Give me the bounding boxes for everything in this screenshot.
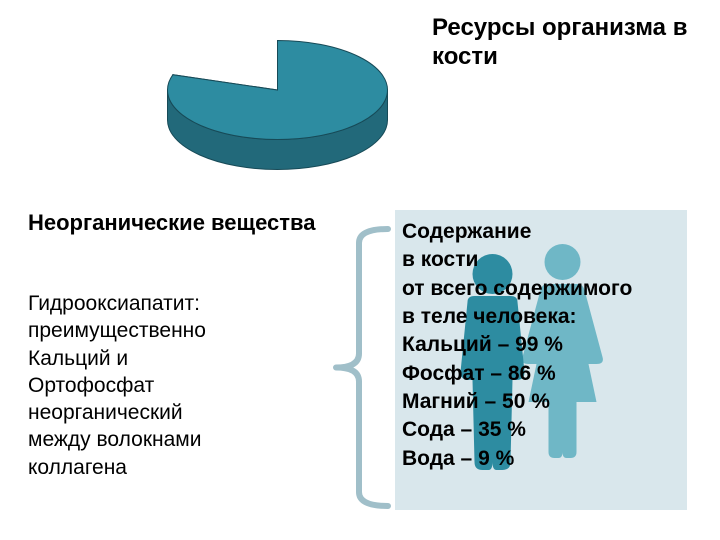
brace-icon [332,225,392,510]
pie-chart [160,15,395,185]
pie-group [168,41,388,170]
pie-svg [160,15,395,185]
left-body: Гидрооксиапатит: преимущественно Кальций… [28,290,206,481]
left-heading: Неорганические вещества [28,210,316,236]
right-body: Содержание в кости от всего содержимого … [402,218,632,473]
page-title: Ресурсы организма в кости [432,14,692,72]
slide-canvas: Ресурсы организма в кости Неорганические… [0,0,720,540]
